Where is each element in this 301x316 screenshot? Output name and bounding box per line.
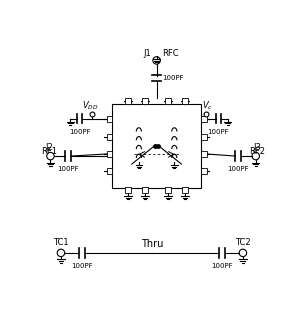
Bar xyxy=(107,168,112,174)
Bar xyxy=(182,98,188,104)
Text: 100PF: 100PF xyxy=(69,129,90,135)
Bar xyxy=(107,151,112,157)
Text: Thru: Thru xyxy=(141,239,163,249)
Bar xyxy=(142,98,148,104)
Bar xyxy=(201,116,206,122)
Bar xyxy=(201,151,206,157)
Text: RFC: RFC xyxy=(163,49,179,58)
Bar xyxy=(142,187,148,193)
Text: $V_c$: $V_c$ xyxy=(203,100,213,112)
Bar xyxy=(107,134,112,140)
Text: J1: J1 xyxy=(143,49,151,58)
Bar xyxy=(125,98,131,104)
Text: TC2: TC2 xyxy=(235,239,251,247)
Text: 100PF: 100PF xyxy=(228,166,249,172)
Bar xyxy=(201,168,206,174)
Bar xyxy=(165,187,171,193)
Text: 100PF: 100PF xyxy=(211,263,233,269)
Text: 100PF: 100PF xyxy=(71,263,93,269)
Text: 100PF: 100PF xyxy=(57,166,79,172)
Text: 100PF: 100PF xyxy=(163,75,184,81)
Text: 100PF: 100PF xyxy=(208,129,229,135)
Text: TC1: TC1 xyxy=(53,239,69,247)
Bar xyxy=(165,98,171,104)
Text: RF2: RF2 xyxy=(249,147,265,156)
Text: J2: J2 xyxy=(45,143,53,152)
Bar xyxy=(182,187,188,193)
Bar xyxy=(112,104,201,188)
Text: RF1: RF1 xyxy=(41,147,57,156)
Bar xyxy=(107,116,112,122)
Text: $V_{DD}$: $V_{DD}$ xyxy=(82,100,98,112)
Text: J3: J3 xyxy=(253,143,261,152)
Bar xyxy=(201,134,206,140)
Bar xyxy=(125,187,131,193)
